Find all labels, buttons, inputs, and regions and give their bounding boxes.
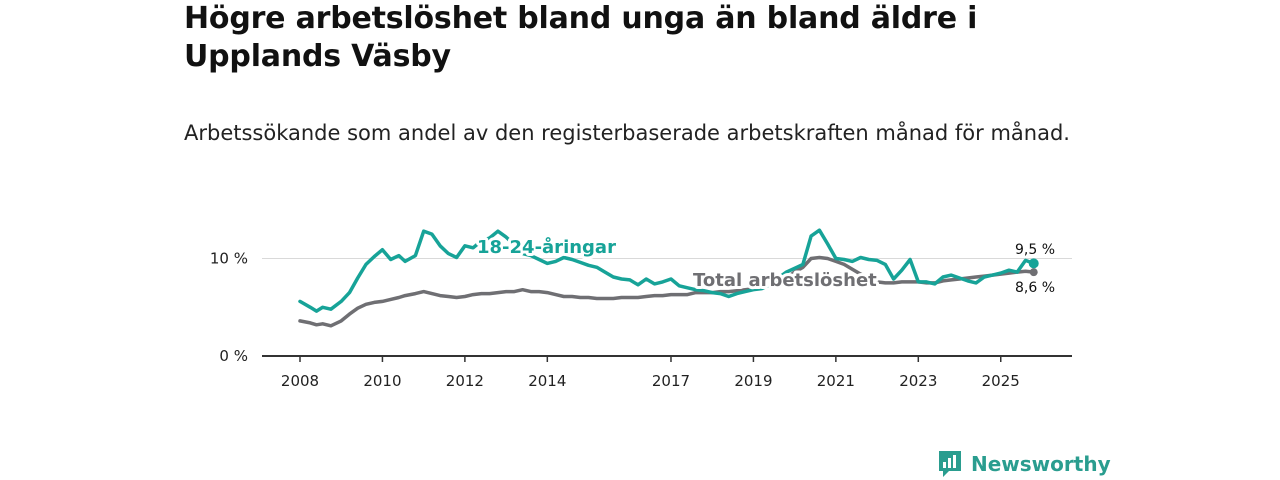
x-tick-label: 2017 [652, 372, 690, 390]
end-value-youth: 9,5 % [1015, 242, 1055, 258]
series-label-youth-halo: 18-24-åringar [477, 236, 616, 258]
newsworthy-logo-text: Newsworthy [971, 452, 1111, 476]
x-tick-label: 2023 [899, 372, 937, 390]
chart-title: Högre arbetslöshet bland unga än bland ä… [184, 1, 978, 74]
chart-subtitle: Arbetssökande som andel av den registerb… [184, 121, 1070, 145]
x-tick-label: 2012 [446, 372, 484, 390]
y-tick-label: 0 % [219, 347, 248, 365]
series-label-youth: 18-24-åringar [477, 236, 616, 258]
series-end-point-total [1029, 268, 1038, 277]
newsworthy-logo[interactable]: Newsworthy [937, 448, 1111, 480]
series-label-total-halo: Total arbetslöshet [693, 270, 877, 291]
end-value-total: 8,6 % [1015, 280, 1055, 296]
newsworthy-logo-icon [939, 451, 961, 477]
x-tick-label: 2025 [982, 372, 1020, 390]
x-tick-label: 2010 [363, 372, 401, 390]
series-line-total [298, 255, 1036, 328]
series-layer [298, 228, 1039, 328]
x-tick-label: 2019 [734, 372, 772, 390]
axis-layer: 0 % 10 % 2008 2010 2012 2014 2017 2019 2021 2023 2… [210, 250, 1072, 390]
x-tick-label: 2021 [817, 372, 855, 390]
series-label-total: Total arbetslöshet [693, 270, 877, 291]
x-tick-label: 2008 [281, 372, 319, 390]
y-tick-label: 10 % [210, 250, 248, 268]
x-tick-label: 2014 [528, 372, 566, 390]
series-end-point-youth [1028, 258, 1039, 269]
series-line-youth [298, 228, 1036, 313]
